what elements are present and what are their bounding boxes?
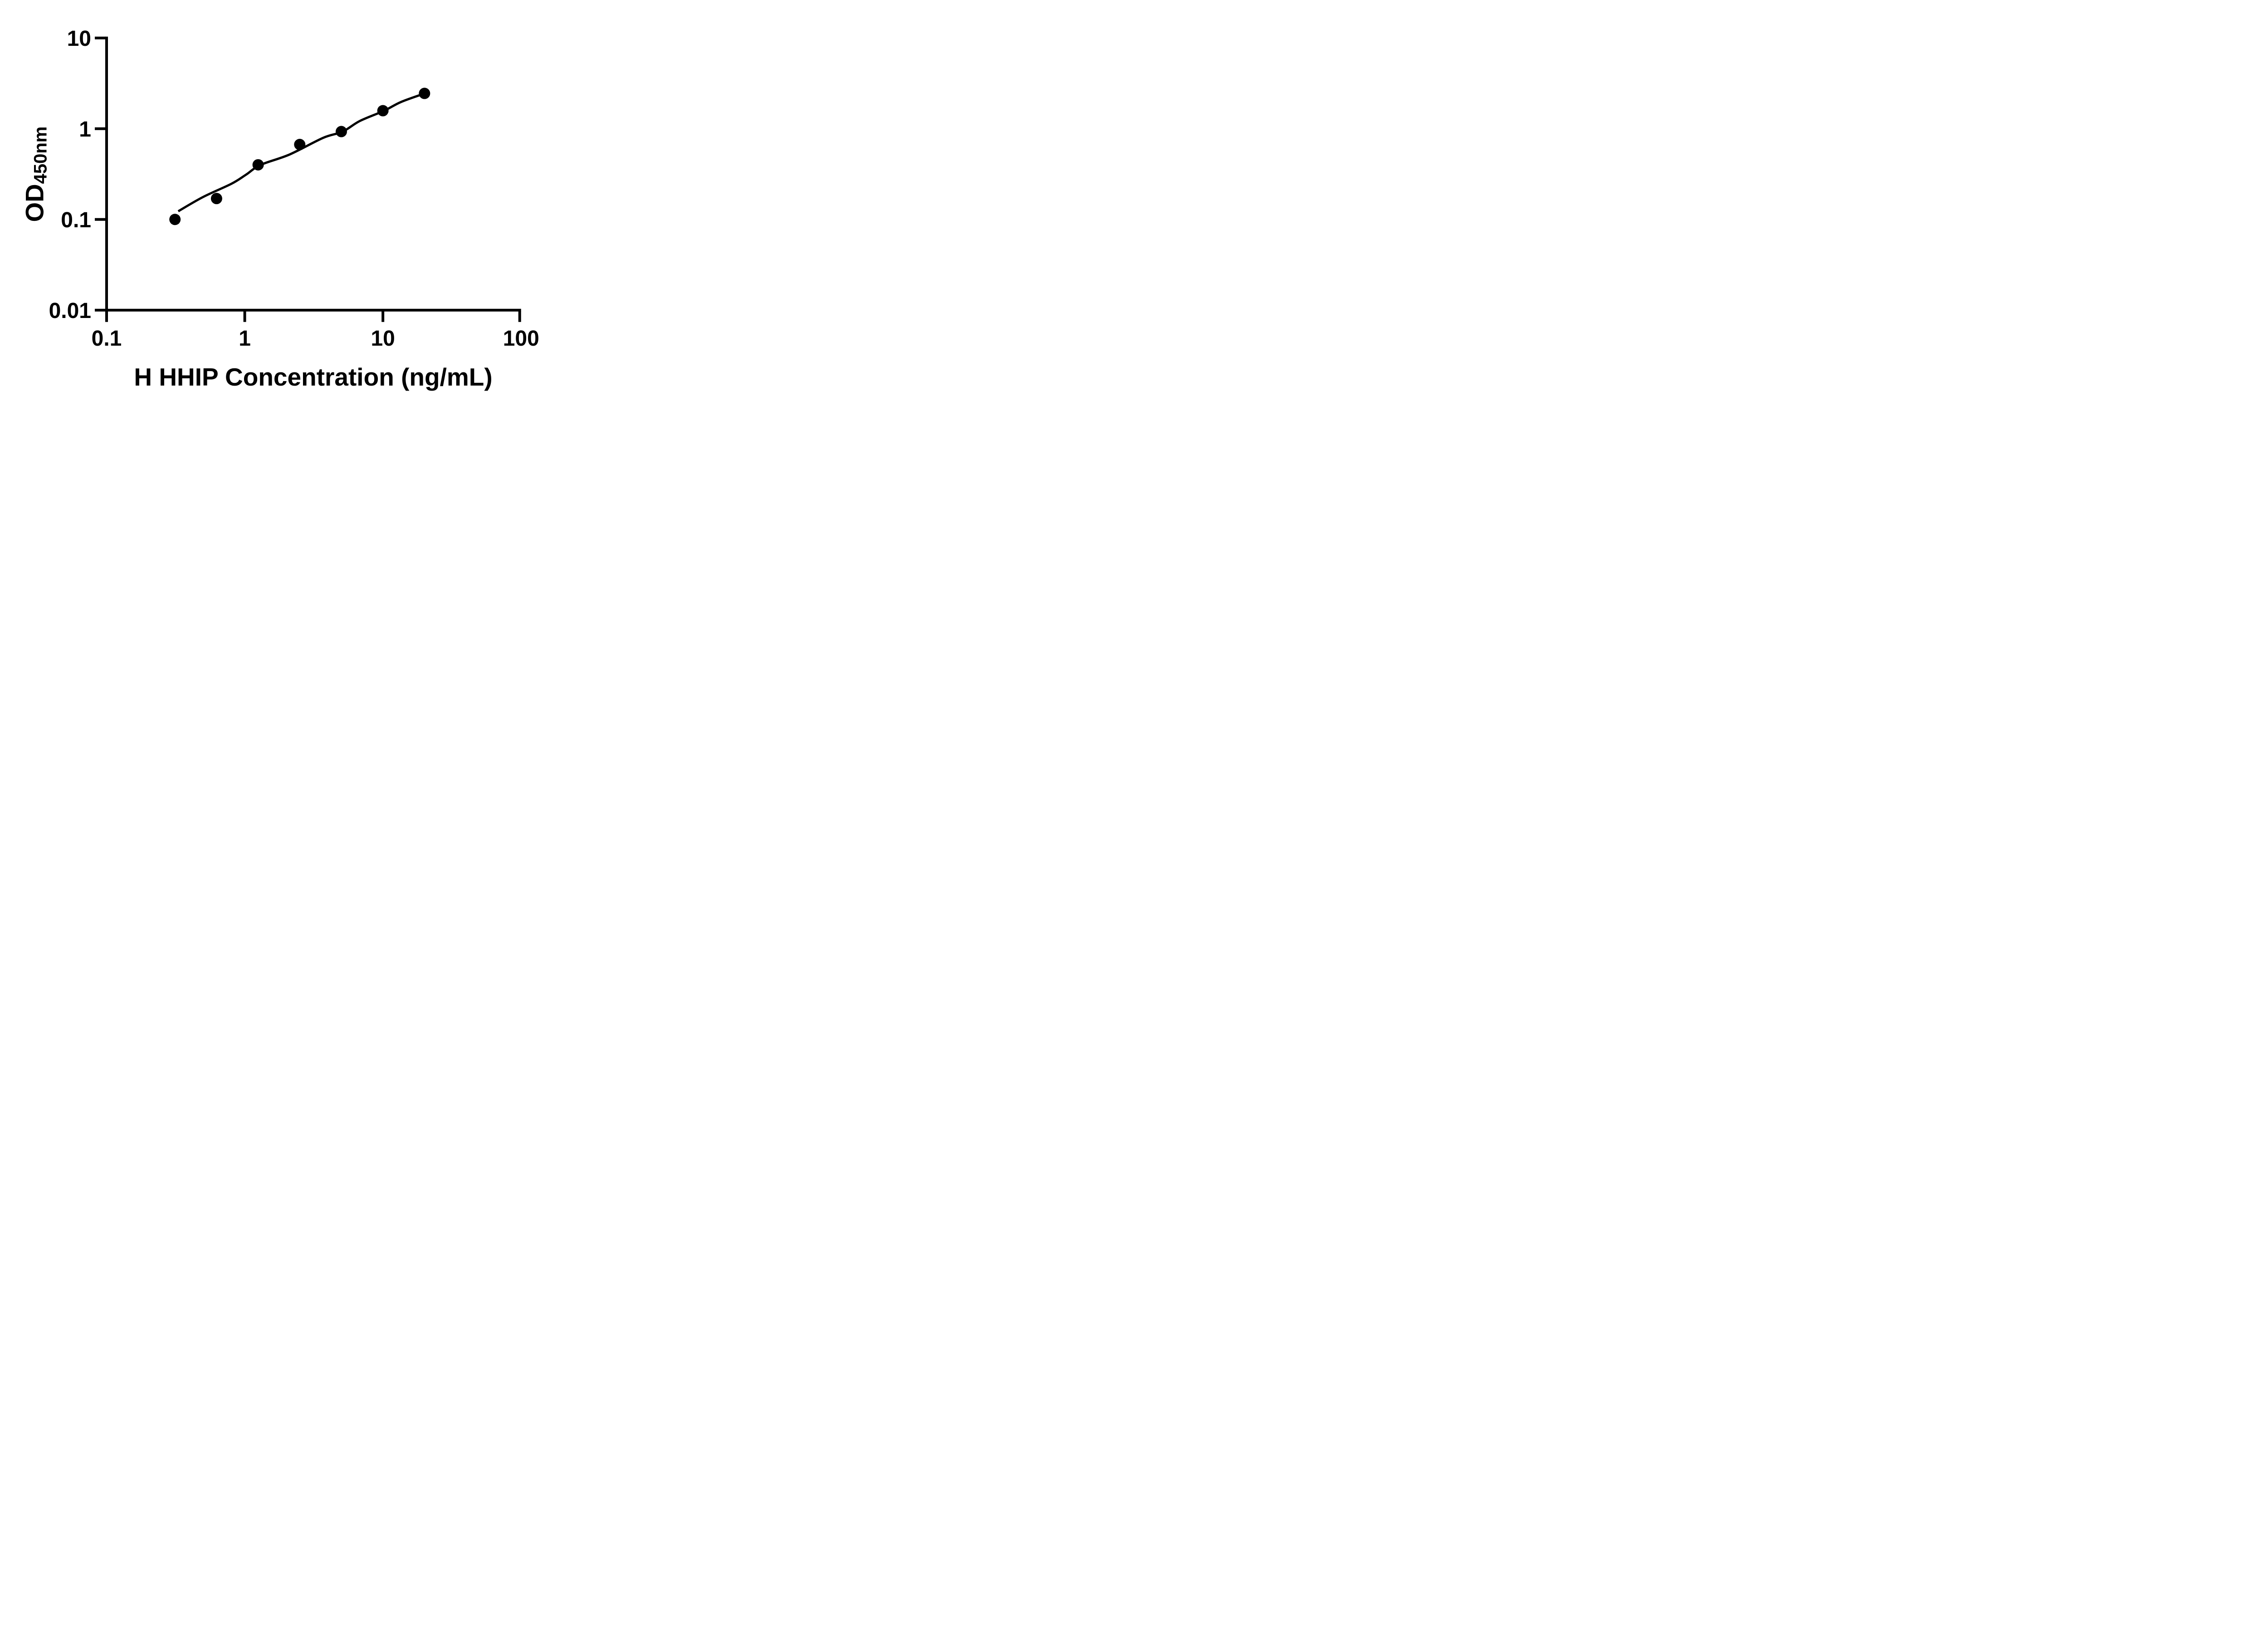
x-tick-label: 100 xyxy=(503,327,539,351)
data-point-marker xyxy=(294,139,306,151)
y-tick-label: 1 xyxy=(79,117,91,142)
data-point-marker xyxy=(210,193,222,205)
data-points xyxy=(169,88,430,225)
data-point-marker xyxy=(335,126,347,137)
data-point-marker xyxy=(377,105,389,117)
x-tick-label: 10 xyxy=(371,327,395,351)
y-tick-label: 0.01 xyxy=(49,299,91,323)
data-point-marker xyxy=(169,214,181,225)
elisa-standard-curve-figure: 10 1 0.1 0.01 0.1 1 10 100 H HHIP Concentration… xyxy=(0,0,583,408)
y-axis-title-subscript: 450nm xyxy=(30,126,51,184)
y-tick-label: 0.1 xyxy=(61,208,91,232)
x-tick-label: 1 xyxy=(239,327,251,351)
data-point-marker xyxy=(419,88,430,99)
tick-marks xyxy=(95,36,521,322)
axes xyxy=(105,36,521,312)
data-point-marker xyxy=(252,159,264,171)
y-axis-title: OD450nm xyxy=(20,126,51,222)
y-tick-label: 10 xyxy=(67,27,91,51)
x-tick-label: 0.1 xyxy=(92,327,122,351)
x-axis-title: H HHIP Concentration (ng/mL) xyxy=(134,363,493,391)
y-axis-title-main: OD xyxy=(20,184,49,222)
